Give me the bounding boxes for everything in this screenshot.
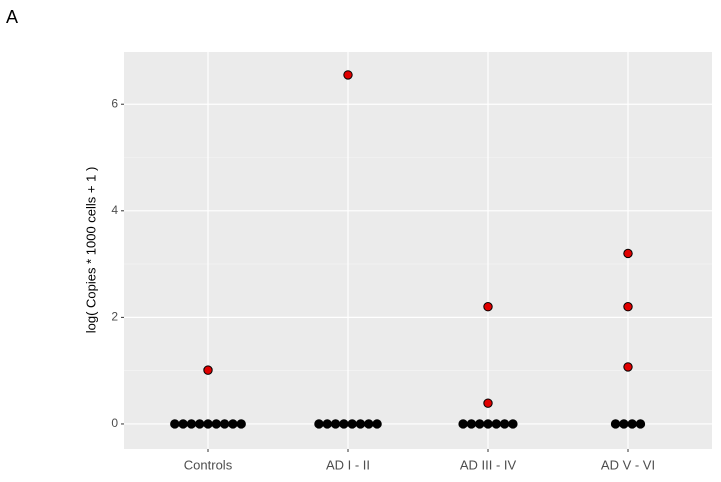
data-point — [623, 362, 633, 372]
panel-background — [124, 52, 712, 449]
data-point — [372, 419, 382, 429]
data-point — [491, 419, 501, 429]
data-point — [499, 419, 510, 429]
data-point — [195, 419, 205, 429]
data-point — [236, 419, 246, 429]
x-tick-label: AD V - VI — [601, 457, 655, 472]
data-point — [314, 419, 324, 429]
data-point — [635, 419, 646, 429]
data-point — [203, 419, 213, 429]
data-point — [347, 419, 357, 429]
x-tick-label: AD I - II — [326, 457, 370, 472]
x-tick-label: Controls — [184, 457, 233, 472]
y-axis-title: log( Copies * 1000 cells + 1 ) — [83, 167, 98, 334]
data-point — [623, 302, 633, 312]
data-point — [483, 419, 493, 429]
y-tick-label: 0 — [111, 416, 118, 430]
data-point — [475, 419, 485, 429]
y-tick-label: 2 — [111, 310, 118, 324]
data-point — [483, 398, 493, 408]
x-tick-label: AD III - IV — [460, 457, 517, 472]
data-point — [170, 419, 180, 429]
y-tick-label: 6 — [111, 96, 118, 110]
y-tick-label: 4 — [111, 203, 118, 217]
data-point — [228, 419, 238, 429]
data-point — [322, 419, 332, 429]
data-point — [203, 365, 213, 375]
data-point — [330, 419, 341, 429]
data-point — [508, 419, 518, 429]
data-point — [339, 419, 349, 429]
data-point — [619, 419, 629, 429]
data-point — [211, 419, 222, 429]
data-point — [466, 419, 477, 429]
data-point — [343, 70, 353, 80]
data-point — [627, 419, 637, 429]
data-point — [355, 419, 366, 429]
data-point — [178, 419, 188, 429]
data-point — [623, 248, 633, 259]
data-point — [186, 419, 197, 429]
data-point — [219, 419, 230, 429]
data-point — [483, 302, 493, 312]
data-point — [364, 419, 374, 429]
data-point — [458, 419, 468, 429]
data-point — [610, 419, 621, 429]
panel-tag: A — [6, 7, 18, 27]
